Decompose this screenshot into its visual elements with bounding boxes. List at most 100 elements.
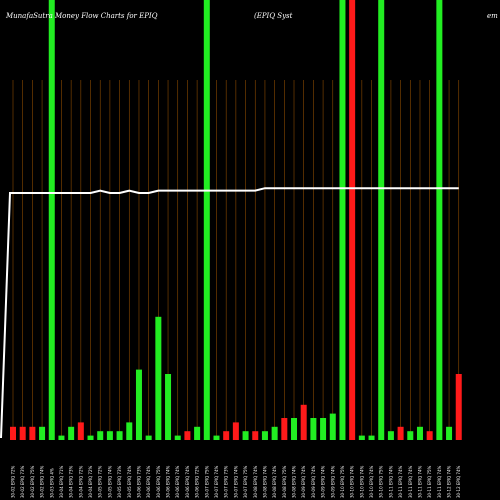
bar-41 [407, 431, 414, 440]
bar-29 [291, 418, 298, 440]
bar-25 [252, 431, 259, 440]
tick-label-11: 30-05 EPIQ 73% [117, 465, 122, 498]
bar-36 [358, 435, 365, 440]
bar-46 [455, 374, 462, 440]
bar-17 [174, 435, 181, 440]
bar-15 [155, 316, 162, 440]
tick-label-41: 30-11 EPIQ 74% [408, 465, 413, 498]
site-fragment: em [487, 12, 498, 20]
tick-label-30: 30-09 EPIQ 74% [301, 465, 306, 498]
x-tick-labels: 30-02 EPIQ 72% 30-02 EPIQ 73% 30-02 EPIQ 7… [11, 465, 462, 498]
bar-43 [426, 431, 433, 440]
tick-label-13: 30-06 EPIQ 73% [136, 465, 141, 498]
tick-label-10: 30-05 EPIQ 74% [107, 465, 112, 498]
tick-label-6: 30-04 EPIQ 73% [69, 465, 74, 498]
tick-label-35: 30-10 EPIQ 74% [350, 465, 355, 498]
bar-1 [19, 426, 26, 440]
tick-label-20: 30-07 EPIQ 75% [204, 465, 209, 498]
bar-24 [242, 431, 249, 440]
tick-label-3: 30-02 EPIQ 74% [40, 465, 45, 498]
tick-label-15: 30-06 EPIQ 75% [156, 465, 161, 498]
bar-23 [232, 422, 239, 440]
tick-label-9: 30-05 EPIQ 72% [98, 465, 103, 498]
bar-5 [58, 435, 65, 440]
bar-6 [68, 426, 75, 440]
tick-label-29: 30-08 EPIQ 74% [292, 465, 297, 498]
bar-26 [261, 431, 268, 440]
bar-2 [29, 426, 36, 440]
tick-label-17: 30-06 EPIQ 74% [175, 465, 180, 498]
bar-38 [378, 0, 385, 440]
bar-31 [310, 418, 317, 440]
tick-label-19: 30-06 EPIQ 72% [195, 465, 200, 498]
tick-label-31: 30-09 EPIQ 74% [311, 465, 316, 498]
bar-13 [135, 369, 142, 440]
tick-label-45: 30-12 EPIQ 74% [447, 465, 452, 498]
bar-14 [145, 435, 152, 440]
bar-28 [281, 418, 288, 440]
tick-label-26: 30-08 EPIQ 74% [262, 465, 267, 498]
bar-19 [194, 426, 201, 440]
bar-32 [320, 418, 327, 440]
bar-8 [87, 435, 94, 440]
bar-18 [184, 431, 191, 440]
bars [10, 0, 462, 440]
bar-39 [387, 431, 394, 440]
bar-45 [446, 426, 453, 440]
bar-16 [165, 374, 172, 440]
bar-3 [39, 426, 46, 440]
tick-label-36: 30-10 EPIQ 74% [359, 465, 364, 498]
bar-27 [271, 426, 278, 440]
tick-label-18: 30-06 EPIQ 74% [185, 465, 190, 498]
tick-label-23: 30-07 EPIQ 74% [233, 465, 238, 498]
bar-7 [77, 422, 84, 440]
tick-label-25: 30-08 EPIQ 74% [253, 465, 258, 498]
tick-label-5: 30-04 EPIQ 71% [59, 465, 64, 498]
price-line-layer [0, 187, 459, 439]
tick-label-46: 30-12 EPIQ 74% [456, 465, 461, 498]
tick-label-28: 30-08 EPIQ 75% [282, 465, 287, 498]
bar-35 [349, 0, 356, 440]
tick-label-22: 30-07 EPIQ 73% [224, 465, 229, 498]
company-name: (EPIQ Syst [254, 12, 293, 20]
tick-label-14: 30-06 EPIQ 74% [146, 465, 151, 498]
bar-10 [106, 431, 113, 440]
tick-label-42: 30-11 EPIQ 74% [417, 465, 422, 498]
tick-label-27: 30-08 EPIQ 74% [272, 465, 277, 498]
tick-label-12: 30-05 EPIQ 74% [127, 465, 132, 498]
tick-label-32: 30-09 EPIQ 74% [321, 465, 326, 498]
tick-label-7: 30-04 EPIQ 72% [78, 465, 83, 498]
bar-33 [329, 413, 336, 440]
tick-label-43: 30-11 EPIQ 75% [427, 465, 432, 498]
bar-20 [203, 0, 210, 440]
tick-label-37: 30-10 EPIQ 74% [369, 465, 374, 498]
bar-11 [116, 431, 123, 440]
tick-label-21: 30-07 EPIQ 74% [214, 465, 219, 498]
tick-label-39: 30-11 EPIQ 74% [388, 465, 393, 498]
tick-label-8: 30-04 EPIQ 72% [88, 465, 93, 498]
bar-4 [48, 0, 55, 440]
tick-label-0: 30-02 EPIQ 72% [11, 465, 16, 498]
price-line [0, 187, 459, 439]
tick-label-34: 30-10 EPIQ 75% [340, 465, 345, 498]
bar-21 [213, 435, 220, 440]
tick-label-2: 30-02 EPIQ 75% [30, 465, 35, 498]
tick-label-44: 30-11 EPIQ 74% [437, 465, 442, 498]
bar-37 [368, 435, 375, 440]
tick-label-40: 30-11 EPIQ 74% [398, 465, 403, 498]
tick-label-4: 30-03 EPIQ 4% [49, 468, 54, 498]
tick-label-16: 30-06 EPIQ 74% [166, 465, 171, 498]
bar-42 [416, 426, 423, 440]
tick-label-24: 30-07 EPIQ 75% [243, 465, 248, 498]
tick-label-1: 30-02 EPIQ 73% [20, 465, 25, 498]
bar-34 [339, 0, 346, 440]
bar-0 [10, 426, 16, 440]
bar-44 [436, 0, 443, 440]
tick-label-33: 30-09 EPIQ 74% [330, 465, 335, 498]
bar-12 [126, 422, 133, 440]
bar-9 [97, 431, 104, 440]
tick-label-38: 30-10 EPIQ 75% [379, 465, 384, 498]
chart-title: MunafaSutra Money Flow Charts for EPIQ [6, 12, 158, 20]
